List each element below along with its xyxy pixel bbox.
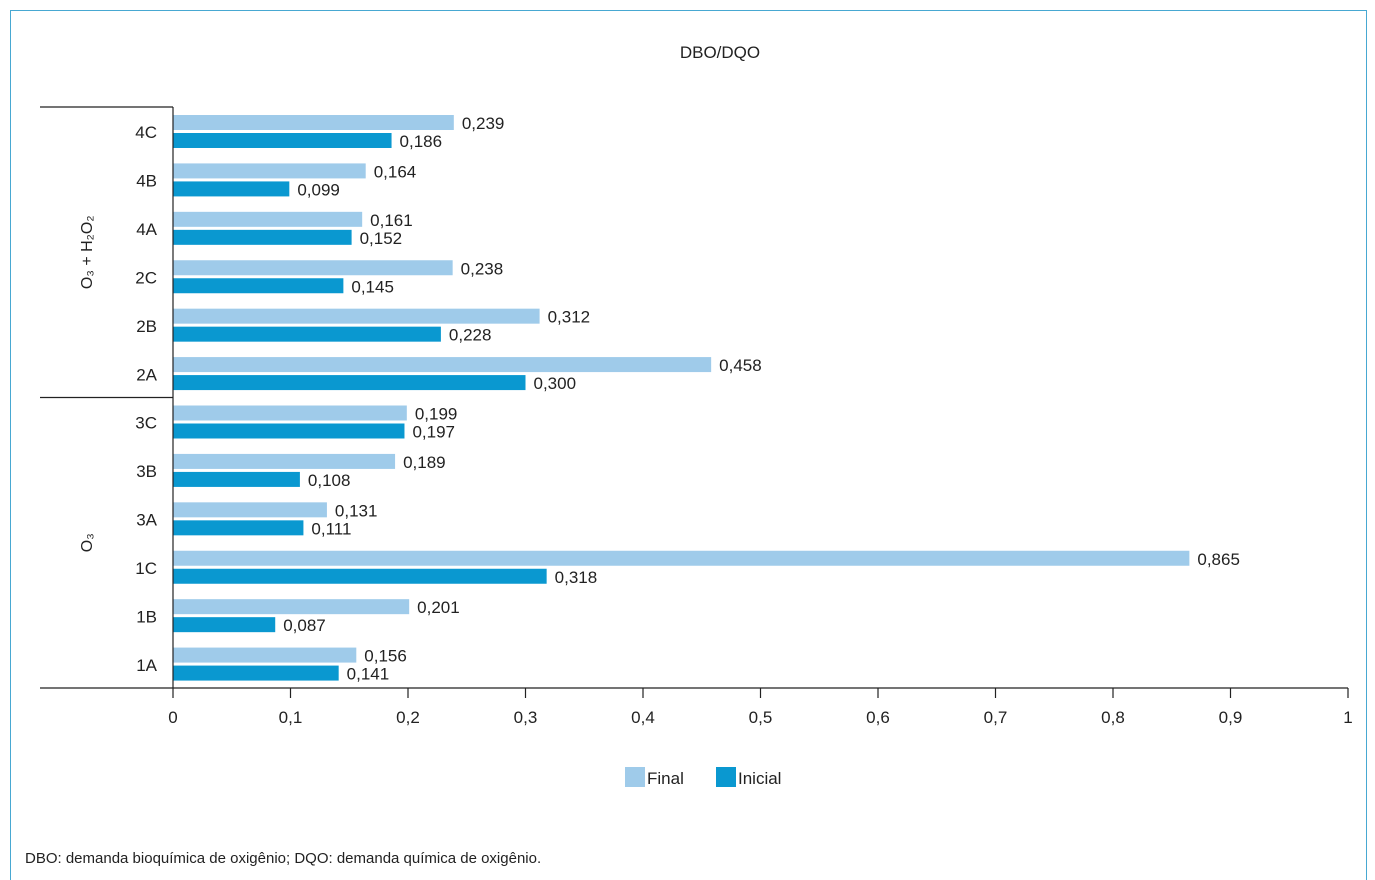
category-label: 1A <box>136 656 157 675</box>
data-label: 0,145 <box>351 277 394 296</box>
bar-inicial-1c <box>173 568 547 584</box>
x-tick-label: 0,4 <box>631 708 655 727</box>
figure-frame <box>10 10 1367 880</box>
bar-final-1a <box>173 647 357 663</box>
x-tick-label: 0,6 <box>866 708 890 727</box>
bar-final-3a <box>173 502 327 518</box>
data-label: 0,141 <box>347 665 390 684</box>
data-label: 0,108 <box>308 471 351 490</box>
data-label: 0,164 <box>374 162 417 181</box>
bar-inicial-2c <box>173 278 344 294</box>
category-label: 4C <box>135 123 157 142</box>
category-label: 4A <box>136 220 157 239</box>
footnote: DBO: demanda bioquímica de oxigênio; DQO… <box>25 850 542 867</box>
bar-inicial-1b <box>173 617 276 633</box>
chart: DBO/DQO 0,2390,1860,1640,0990,1610,1520,… <box>40 43 1353 788</box>
data-label: 0,111 <box>311 519 351 538</box>
legend-label-inicial: Inicial <box>738 769 781 788</box>
data-label: 0,152 <box>360 229 403 248</box>
bar-final-2b <box>173 308 540 324</box>
category-label: 3A <box>136 511 157 530</box>
x-tick-label: 1 <box>1343 708 1352 727</box>
category-label: 1B <box>136 607 157 626</box>
data-label: 0,318 <box>555 568 598 587</box>
bar-final-2c <box>173 260 453 276</box>
data-label: 0,199 <box>415 405 458 424</box>
x-tick-label: 0 <box>168 708 177 727</box>
x-tick-label: 0,1 <box>279 708 303 727</box>
bar-inicial-3b <box>173 471 300 487</box>
bar-final-3c <box>173 405 407 421</box>
data-label: 0,131 <box>335 501 378 520</box>
x-tick-label: 0,2 <box>396 708 420 727</box>
bar-inicial-4c <box>173 133 392 148</box>
data-label: 0,189 <box>403 453 446 472</box>
data-label: 0,458 <box>719 356 762 375</box>
bar-inicial-3a <box>173 520 304 536</box>
legend-label-final: Final <box>647 769 684 788</box>
data-label: 0,312 <box>548 308 591 327</box>
x-tick-label: 0,8 <box>1101 708 1125 727</box>
bar-final-1c <box>173 550 1190 566</box>
x-tick-label: 0,7 <box>984 708 1008 727</box>
bar-inicial-1a <box>173 665 339 681</box>
category-label: 1C <box>135 559 157 578</box>
data-label: 0,865 <box>1197 550 1240 569</box>
bar-final-4a <box>173 211 363 227</box>
bar-inicial-3c <box>173 423 405 439</box>
data-label: 0,161 <box>370 211 413 230</box>
legend: Final Inicial <box>625 767 781 788</box>
category-label: 4B <box>136 172 157 191</box>
data-label: 0,238 <box>461 259 504 278</box>
category-label: 3B <box>136 462 157 481</box>
bar-final-3b <box>173 453 396 469</box>
category-label: 2B <box>136 317 157 336</box>
bar-inicial-2b <box>173 326 441 342</box>
category-label: 2A <box>136 365 157 384</box>
bar-final-4c <box>173 115 454 130</box>
legend-swatch-final <box>625 767 645 787</box>
x-tick-label: 0,5 <box>749 708 773 727</box>
bar-inicial-4a <box>173 229 352 245</box>
legend-swatch-inicial <box>716 767 736 787</box>
group-label: O₃ <box>79 533 96 552</box>
data-label: 0,228 <box>449 326 492 345</box>
x-tick-label: 0,3 <box>514 708 538 727</box>
group-label: O₃ + H₂O₂ <box>79 215 96 289</box>
x-tick-label: 0,9 <box>1219 708 1243 727</box>
data-label: 0,300 <box>534 374 577 393</box>
data-label: 0,197 <box>412 423 455 442</box>
data-label: 0,156 <box>364 647 407 666</box>
category-label: 2C <box>135 268 157 287</box>
bar-inicial-2a <box>173 375 526 391</box>
category-label: 3C <box>135 414 157 433</box>
bar-final-2a <box>173 357 712 373</box>
data-label: 0,099 <box>297 180 340 199</box>
bar-final-4b <box>173 163 366 179</box>
bar-final-1b <box>173 599 410 615</box>
data-label: 0,201 <box>417 598 460 617</box>
data-label: 0,186 <box>400 132 443 151</box>
chart-title: DBO/DQO <box>680 43 760 62</box>
data-label: 0,239 <box>462 114 505 133</box>
data-label: 0,087 <box>283 616 326 635</box>
bar-inicial-4b <box>173 181 290 197</box>
